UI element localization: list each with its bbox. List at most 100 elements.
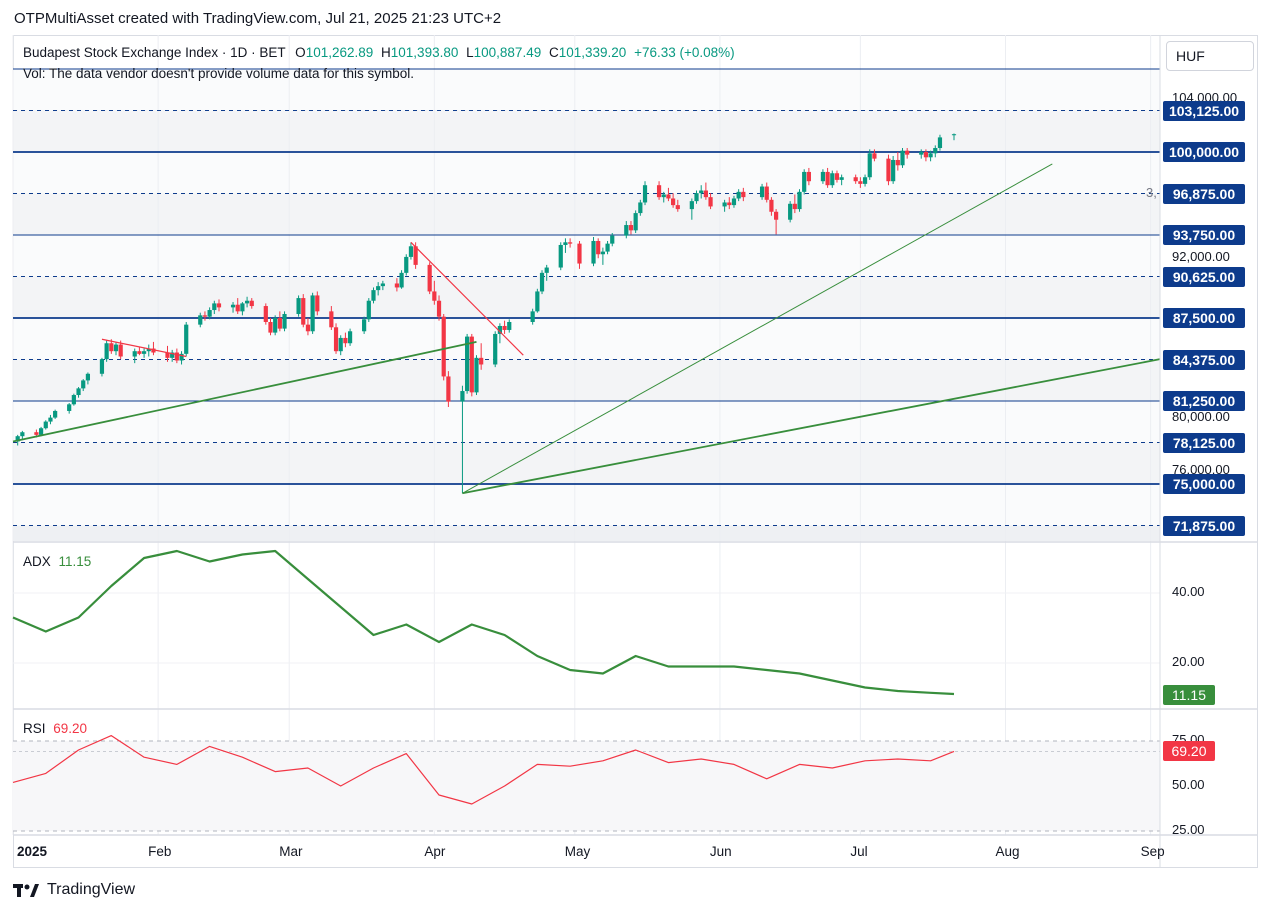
rsi-name: RSI — [23, 721, 46, 736]
price-band — [13, 318, 1160, 360]
legend-symbol: Budapest Stock Exchange Index · 1D · BET — [23, 45, 286, 60]
candle-body — [230, 304, 236, 308]
candle-body — [727, 202, 732, 206]
candle-body — [315, 295, 320, 312]
price-band — [13, 152, 1160, 194]
candle-body — [675, 205, 680, 210]
candle-body — [109, 343, 114, 352]
candle-body — [951, 134, 957, 136]
candle-body — [362, 319, 367, 332]
trendlines — [12, 163, 1161, 495]
candle-body — [708, 197, 713, 207]
candle-body — [802, 171, 807, 192]
price-band — [13, 110, 1160, 152]
rsi-value: 69.20 — [53, 721, 88, 736]
candle-body — [48, 417, 53, 422]
legend-low-key: L — [466, 45, 474, 60]
candle-body — [923, 152, 929, 158]
candle-body — [539, 272, 545, 292]
candle-body — [282, 314, 287, 329]
rsi-tick-label: 25.00 — [1172, 822, 1205, 837]
adx-legend[interactable]: ADX 11.15 — [23, 554, 91, 569]
candle-body — [638, 202, 643, 214]
candle-body — [34, 432, 39, 435]
candle-body — [399, 272, 404, 288]
candle-body — [479, 357, 484, 365]
candle-body — [872, 153, 877, 159]
candle-body — [853, 177, 858, 182]
trendline-red — [101, 338, 187, 358]
price-level-tag: 96,875.00 — [1163, 183, 1245, 204]
adx-pane — [12, 549, 1160, 696]
price-level-tag: 84,375.00 — [1163, 349, 1245, 370]
candle-body — [895, 159, 900, 166]
candle-body — [741, 191, 746, 198]
candle-body — [928, 153, 933, 158]
candle-body — [38, 428, 44, 435]
candle-body — [43, 421, 48, 429]
time-tick-label: 2025 — [17, 844, 48, 859]
adx-value: 11.15 — [58, 554, 92, 569]
trendline-green — [462, 358, 1161, 495]
time-tick-label: Jun — [709, 844, 732, 859]
rsi-tick-label: 50.00 — [1172, 777, 1205, 792]
candle-body — [839, 177, 844, 180]
candle-body — [469, 336, 474, 393]
price-band — [13, 276, 1160, 318]
candle-body — [661, 194, 666, 198]
candle-body — [179, 353, 184, 361]
price-tick-label: 80,000.00 — [1172, 408, 1230, 424]
price-level-tag: 71,875.00 — [1163, 515, 1245, 536]
legend-close-key: C — [548, 45, 559, 60]
legend-change: +76.33 (+0.08%) — [634, 45, 735, 60]
main-legend[interactable]: Budapest Stock Exchange Index · 1D · BET… — [23, 45, 735, 60]
candle-body — [277, 318, 282, 329]
pane-separators — [13, 35, 1258, 868]
rsi-legend[interactable]: RSI 69.20 — [23, 721, 87, 736]
candle-body — [886, 158, 891, 182]
currency-selector[interactable]: HUF — [1166, 41, 1254, 71]
candle-body — [67, 404, 72, 411]
price-level-tag: 90,625.00 — [1163, 266, 1245, 287]
candle-body — [694, 193, 699, 202]
candle-body — [20, 432, 25, 437]
candle-body — [797, 191, 802, 210]
price-tick-label: 92,000.00 — [1172, 249, 1230, 265]
candle-body — [671, 198, 676, 206]
adx-name: ADX — [23, 554, 51, 569]
candle-body — [310, 295, 315, 332]
candle-body — [151, 348, 156, 353]
candle-body — [263, 306, 268, 322]
rsi-line — [12, 735, 955, 805]
candle-body — [689, 201, 694, 210]
legend-close: 101,339.20 — [558, 45, 627, 60]
candle-body — [212, 303, 217, 311]
candle-body — [858, 181, 863, 184]
trendline-green-thin — [462, 163, 1053, 494]
candle-body — [933, 148, 938, 154]
tradingview-logo[interactable]: TradingView — [13, 881, 135, 899]
candle-body — [731, 198, 737, 206]
candle-body — [432, 291, 437, 301]
candle-body — [404, 256, 409, 273]
candle-body — [891, 159, 896, 182]
candle-body — [338, 337, 343, 352]
price-band — [13, 442, 1160, 484]
price-bands — [13, 69, 1160, 541]
candle-body — [788, 203, 793, 220]
candle-body — [268, 321, 273, 333]
price-band — [13, 525, 1160, 541]
candle-body — [642, 185, 648, 203]
candle-body — [202, 315, 208, 317]
candle-body — [104, 343, 109, 360]
candle-body — [376, 286, 381, 291]
candle-body — [413, 246, 418, 265]
trendline-red — [410, 241, 524, 356]
candle-body — [769, 199, 774, 212]
candle-body — [633, 213, 638, 231]
candle-body — [900, 150, 905, 166]
candle-body — [216, 303, 222, 308]
candle-body — [656, 185, 662, 198]
candle-body — [905, 150, 910, 155]
